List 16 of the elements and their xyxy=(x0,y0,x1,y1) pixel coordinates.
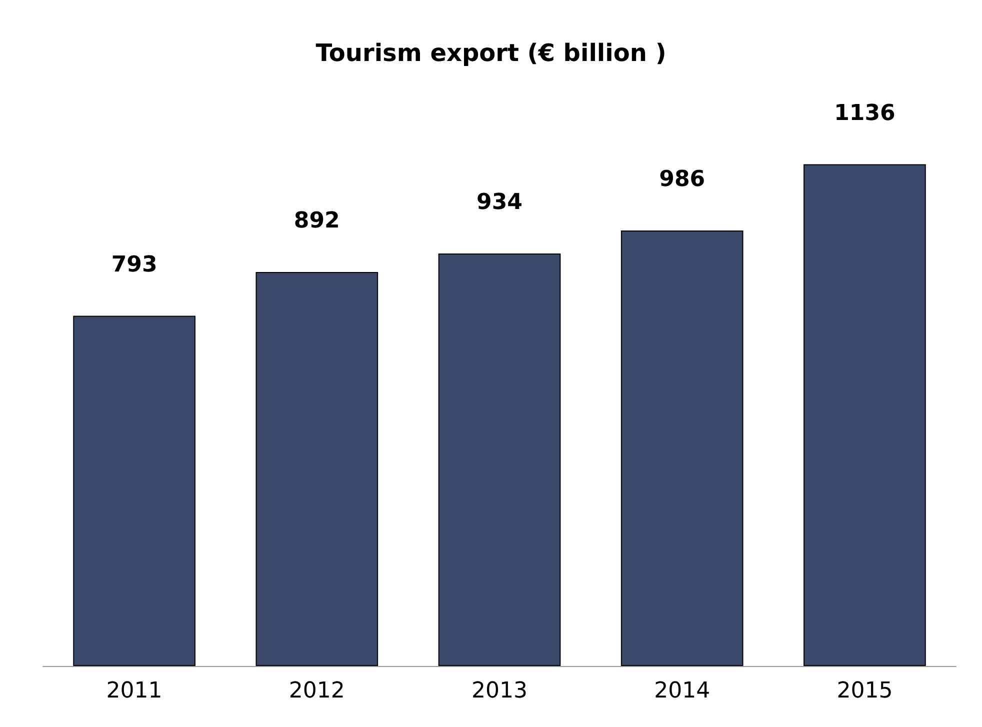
bar xyxy=(256,272,378,666)
bar xyxy=(73,316,196,666)
bar xyxy=(438,253,561,666)
x-tick-label: 2011 xyxy=(106,678,162,704)
x-tick-label: 2015 xyxy=(836,678,893,704)
x-tick-label: 2013 xyxy=(472,678,528,704)
data-label: 892 xyxy=(294,208,340,234)
data-label: 1136 xyxy=(834,100,896,126)
data-label: 986 xyxy=(659,167,706,192)
bar xyxy=(804,164,926,666)
x-tick-label: 2012 xyxy=(288,678,345,704)
chart-title: Tourism export (€ billion ) xyxy=(316,39,666,67)
data-label: 934 xyxy=(476,190,522,215)
bar xyxy=(620,230,744,666)
data-label: 793 xyxy=(111,252,158,278)
x-tick-label: 2014 xyxy=(654,678,710,704)
